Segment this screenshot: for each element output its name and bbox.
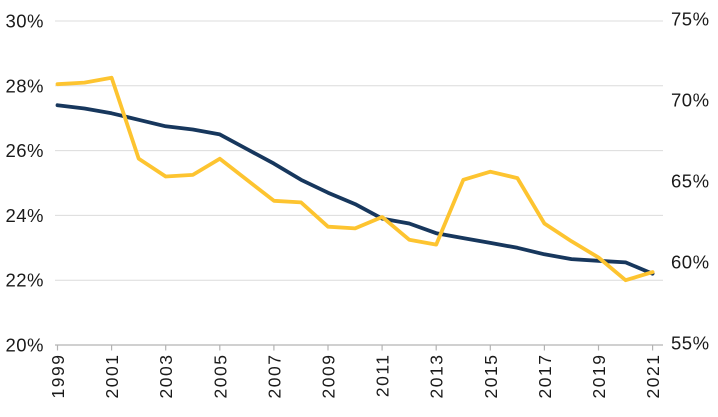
y-axis-label-right: 60% [671, 252, 710, 273]
y-axis-label-left: 20% [5, 335, 44, 356]
gold-line-right-axis [55, 75, 655, 283]
x-axis-label: 2013 [427, 354, 447, 399]
y-axis-label-right: 55% [671, 333, 710, 354]
x-axis-label: 2007 [264, 354, 284, 399]
x-axis-label: 2011 [373, 354, 393, 398]
x-axis-label: 2019 [589, 354, 609, 399]
y-axis-label-left: 22% [5, 270, 44, 291]
y-axis-label-left: 28% [5, 75, 44, 96]
x-axis-label: 2005 [210, 354, 230, 399]
x-axis-label: 2021 [643, 354, 663, 399]
y-axis-label-right: 65% [671, 171, 710, 192]
y-axis-label-right: 75% [671, 9, 710, 30]
x-axis-label: 1999 [48, 354, 68, 399]
y-axis-label-right: 70% [671, 90, 710, 111]
navy-line-left-axis [55, 103, 655, 276]
x-axis-label: 2001 [102, 354, 122, 399]
x-axis-label: 2009 [319, 354, 339, 399]
y-axis-label-left: 24% [5, 205, 44, 226]
x-axis-label: 2003 [156, 354, 176, 399]
x-axis-label: 2017 [535, 354, 555, 399]
y-axis-label-left: 30% [5, 11, 44, 32]
x-axis-label: 2015 [481, 354, 501, 399]
y-axis-label-left: 26% [5, 140, 44, 161]
